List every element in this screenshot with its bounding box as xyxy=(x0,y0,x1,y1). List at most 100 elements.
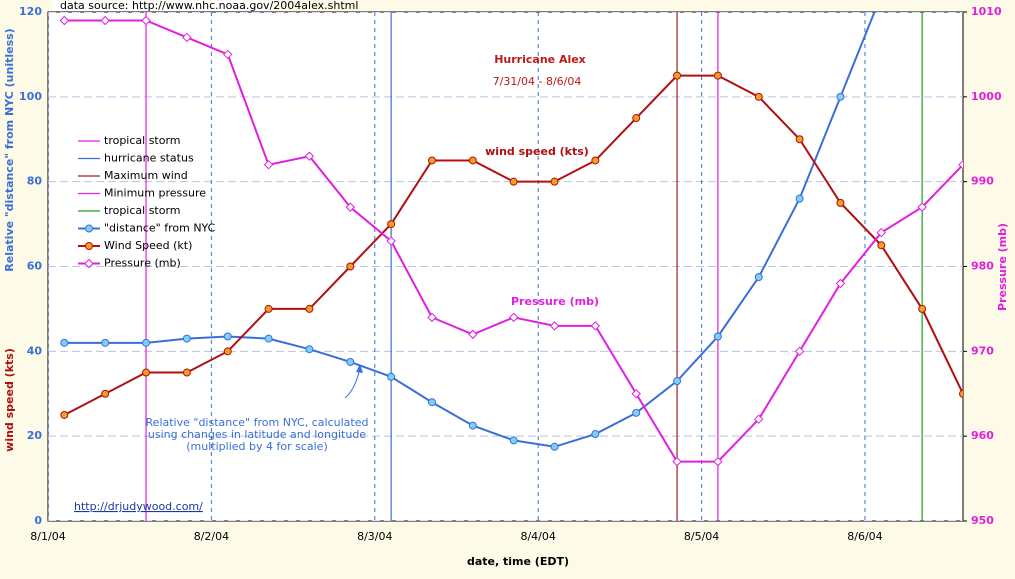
y-axis-label: wind speed (kts) xyxy=(3,348,16,452)
marker xyxy=(427,398,436,407)
marker xyxy=(917,202,927,212)
marker xyxy=(468,421,477,430)
marker xyxy=(427,156,436,165)
marker xyxy=(223,332,232,341)
legend-label: tropical storm xyxy=(104,134,181,147)
marker xyxy=(918,304,927,313)
marker xyxy=(142,368,151,377)
marker xyxy=(101,389,110,398)
marker xyxy=(876,227,887,238)
marker xyxy=(141,15,151,26)
annotation: Pressure (mb) xyxy=(511,295,599,308)
legend-label: tropical storm xyxy=(104,204,181,217)
annotation: (multiplied by 4 for scale) xyxy=(186,440,328,453)
marker xyxy=(836,198,845,207)
marker xyxy=(305,345,314,354)
marker xyxy=(508,312,519,323)
marker xyxy=(387,372,396,381)
marker xyxy=(182,368,191,377)
marker xyxy=(264,334,273,343)
y2-tick-label: 1010 xyxy=(971,5,1002,18)
marker xyxy=(672,456,682,467)
marker xyxy=(264,304,273,313)
source-box xyxy=(52,1,274,11)
marker xyxy=(713,456,723,467)
legend-marker xyxy=(85,242,93,250)
annotation: Relative "distance" from NYC, calculated xyxy=(146,416,369,429)
x-tick-label: 8/6/04 xyxy=(847,530,882,543)
marker xyxy=(713,71,722,80)
marker xyxy=(182,334,191,343)
marker xyxy=(387,220,396,229)
marker xyxy=(631,389,641,399)
marker xyxy=(346,262,355,271)
marker xyxy=(468,329,478,340)
legend-label: Pressure (mb) xyxy=(104,257,181,270)
marker xyxy=(959,389,963,398)
marker xyxy=(794,346,805,357)
legend-label: Minimum pressure xyxy=(104,187,206,200)
x-tick-label: 8/4/04 xyxy=(520,530,555,543)
marker xyxy=(835,278,846,289)
legend-marker xyxy=(85,224,93,233)
y2-tick-label: 970 xyxy=(971,344,994,357)
marker xyxy=(142,338,151,347)
marker xyxy=(590,321,601,331)
y-tick-label: 80 xyxy=(27,175,43,188)
marker xyxy=(549,321,560,331)
marker xyxy=(754,92,763,101)
y-axis-label: Relative "distance" from NYC (unitless) xyxy=(3,28,16,271)
x-tick-label: 8/2/04 xyxy=(194,530,229,543)
legend-marker xyxy=(84,258,94,269)
marker xyxy=(550,442,559,451)
y2-tick-label: 960 xyxy=(971,429,994,442)
marker xyxy=(345,202,355,212)
y2-tick-label: 950 xyxy=(971,514,994,527)
plot-layer xyxy=(48,12,963,521)
marker xyxy=(182,32,192,43)
y-tick-label: 20 xyxy=(27,429,43,442)
x-tick-label: 8/1/04 xyxy=(30,530,65,543)
marker xyxy=(60,338,69,347)
marker xyxy=(795,194,804,203)
credit: http://drjudywood.com/ xyxy=(74,500,203,513)
y-tick-label: 120 xyxy=(19,5,42,18)
y-tick-label: 60 xyxy=(27,260,43,273)
y-tick-label: 40 xyxy=(27,344,43,357)
annotation: wind speed (kts) xyxy=(485,145,589,158)
marker xyxy=(673,377,682,386)
chart-subtitle: 7/31/04 - 8/6/04 xyxy=(493,75,582,88)
chart-title: Hurricane Alex xyxy=(494,53,586,66)
legend-label: "distance" from NYC xyxy=(104,222,216,235)
marker xyxy=(836,92,845,101)
marker xyxy=(223,347,232,356)
marker xyxy=(305,304,314,313)
marker xyxy=(591,430,600,439)
annotation: using changes in latitude and longitude xyxy=(148,428,366,441)
legend-label: hurricane status xyxy=(104,152,194,165)
marker xyxy=(550,177,559,186)
marker xyxy=(754,414,764,424)
y2-tick-label: 990 xyxy=(971,175,994,188)
marker xyxy=(877,241,886,250)
marker xyxy=(427,312,437,323)
y2-tick-label: 980 xyxy=(971,260,994,273)
x-tick-label: 8/5/04 xyxy=(684,530,719,543)
arrow-head xyxy=(356,364,363,373)
marker xyxy=(958,159,963,170)
marker xyxy=(509,177,518,186)
x-tick-label: 8/3/04 xyxy=(357,530,392,543)
source: data source: http://www.nhc.noaa.gov/200… xyxy=(60,0,358,12)
marker xyxy=(673,71,682,80)
legend-label: Maximum wind xyxy=(104,169,188,182)
marker xyxy=(795,135,804,144)
marker xyxy=(386,236,396,246)
marker xyxy=(591,156,600,165)
marker xyxy=(468,156,477,165)
y2-tick-label: 1000 xyxy=(971,90,1002,103)
marker xyxy=(713,332,722,341)
marker xyxy=(101,338,110,347)
y-tick-label: 100 xyxy=(19,90,42,103)
